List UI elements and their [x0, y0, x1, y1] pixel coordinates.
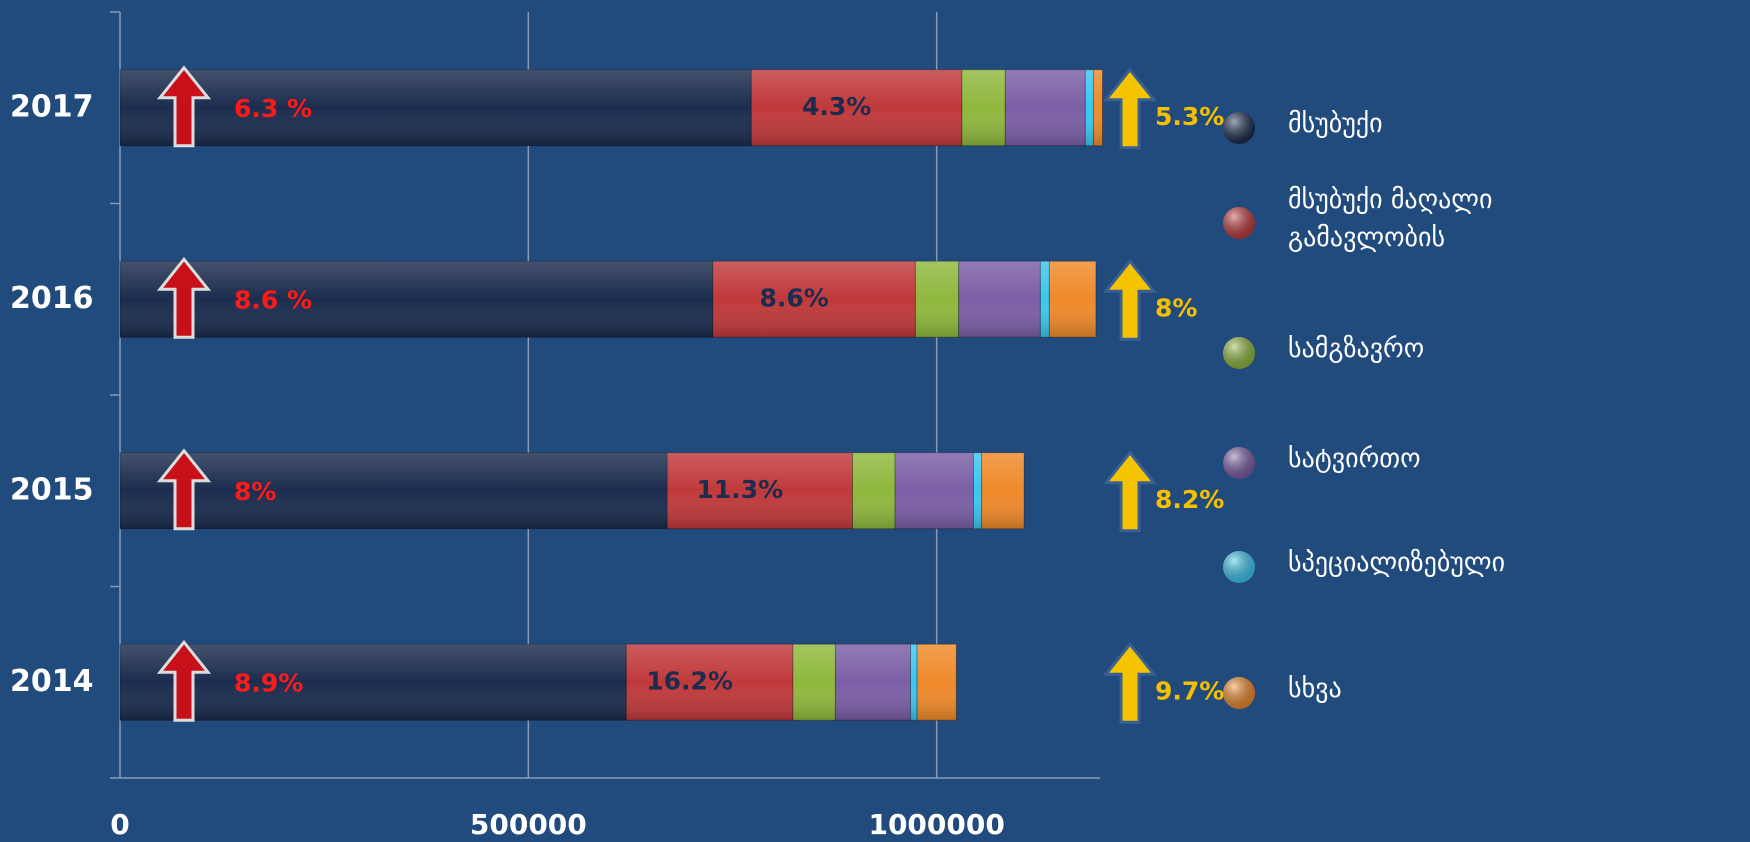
- legend-marker-shine: [1223, 551, 1255, 583]
- x-tick-label: 500000: [470, 808, 587, 841]
- bar-shine: [1085, 70, 1093, 146]
- bar-shine: [120, 453, 667, 529]
- bar-shine: [853, 453, 895, 529]
- legend-marker-shine: [1223, 677, 1255, 709]
- bar-shine: [915, 261, 958, 337]
- annotation-right: 8%: [1155, 293, 1197, 322]
- annotation-mid: 11.3%: [696, 475, 783, 504]
- bar-shine: [895, 453, 973, 529]
- bar-shine: [793, 644, 835, 720]
- bar-shine: [1040, 261, 1049, 337]
- category-label: 2017: [10, 89, 94, 124]
- annotation-left: 8.9%: [234, 668, 303, 697]
- bar-shine: [911, 644, 918, 720]
- annotation-mid: 8.6%: [759, 283, 828, 312]
- annotation-left: 6.3 %: [234, 94, 312, 123]
- category-label: 2014: [10, 664, 94, 699]
- annotation-right: 9.7%: [1155, 676, 1224, 705]
- annotation-mid: 16.2%: [646, 666, 733, 695]
- bar-shine: [962, 70, 1005, 146]
- x-tick-label: 1000000: [868, 808, 1004, 841]
- annotation-mid: 4.3%: [802, 92, 871, 121]
- bar-shine: [1093, 70, 1102, 146]
- legend-label: სპეციალიზებული: [1288, 544, 1588, 582]
- page: 0 500000 1000000 2017 6.3 % 4.3% 5.3% 2016 8.6 %…: [0, 0, 1750, 842]
- legend-marker-shine: [1223, 112, 1255, 144]
- bar-shine: [917, 644, 956, 720]
- legend-marker-shine: [1223, 337, 1255, 369]
- arrow: [1106, 644, 1154, 722]
- x-tick-label: 0: [110, 808, 129, 841]
- bar-shine: [835, 644, 910, 720]
- arrow: [1106, 261, 1154, 339]
- bar-shine: [1005, 70, 1085, 146]
- legend-label: სამგზავრო: [1288, 330, 1588, 368]
- bar-shine: [973, 453, 981, 529]
- bar-shine: [120, 70, 751, 146]
- annotation-right: 5.3%: [1155, 102, 1224, 131]
- annotation-right: 8.2%: [1155, 485, 1224, 514]
- arrow: [1106, 453, 1154, 531]
- annotation-left: 8.6 %: [234, 285, 312, 314]
- bar-shine: [1049, 261, 1096, 337]
- legend-marker-shine: [1223, 207, 1255, 239]
- legend-label: მსუბუქი მაღალი გამავლობის: [1288, 181, 1588, 257]
- annotation-left: 8%: [234, 477, 276, 506]
- legend-label: სატვირთო: [1288, 440, 1588, 478]
- legend-label: სხვა: [1288, 670, 1588, 708]
- legend-label: მსუბუქი: [1288, 105, 1588, 143]
- legend-marker-shine: [1223, 447, 1255, 479]
- bar-shine: [120, 261, 713, 337]
- category-label: 2016: [10, 281, 94, 316]
- category-label: 2015: [10, 472, 94, 507]
- bar-shine: [959, 261, 1041, 337]
- bar-shine: [982, 453, 1024, 529]
- arrow: [1106, 70, 1154, 148]
